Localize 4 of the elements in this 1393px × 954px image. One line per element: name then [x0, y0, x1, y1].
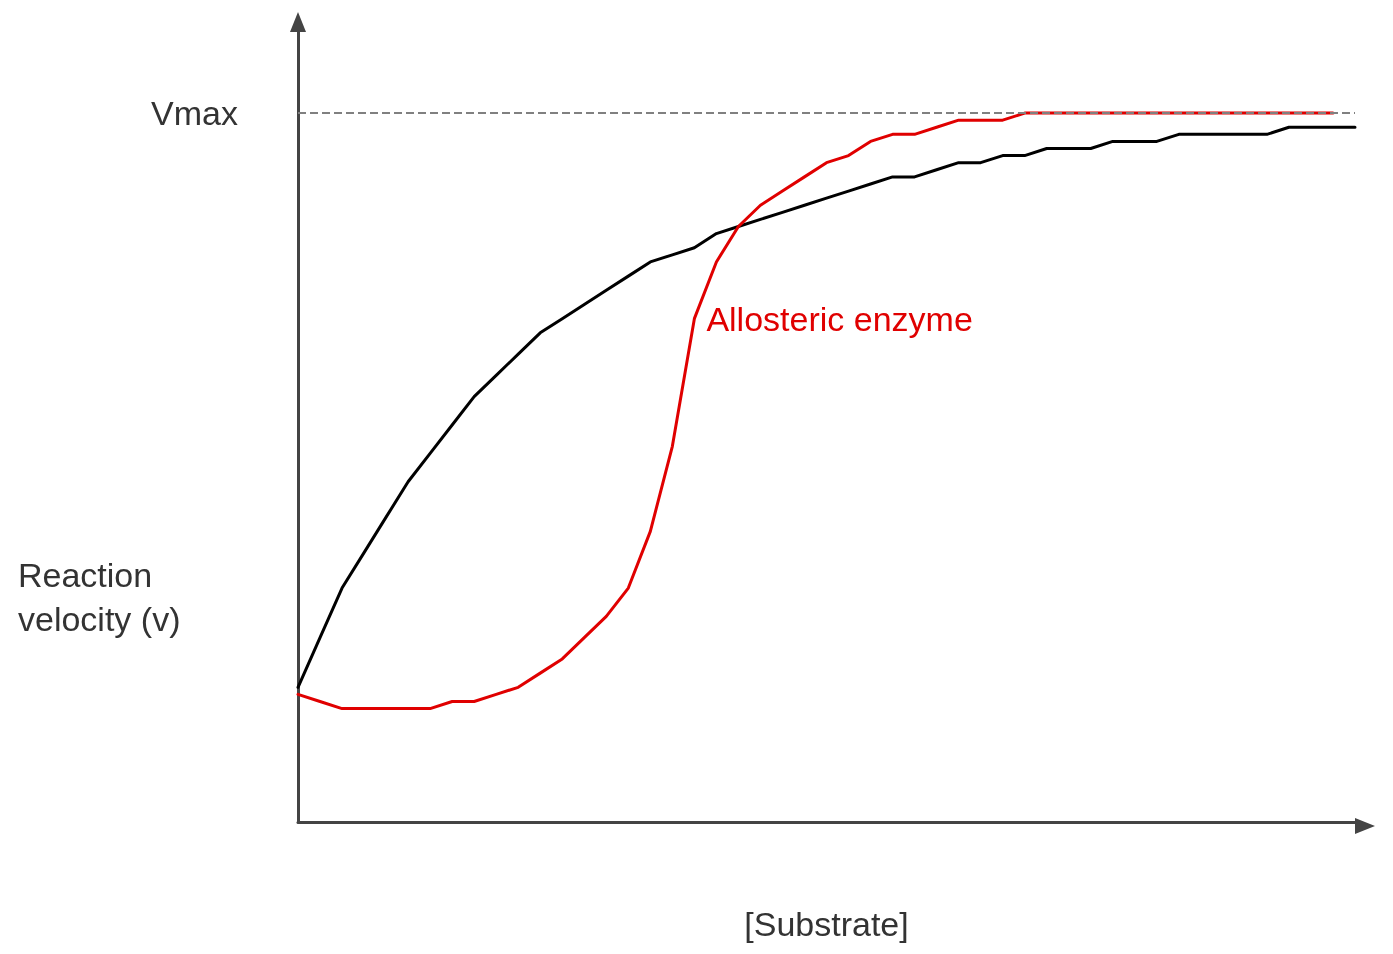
series-label: Allosteric enzyme	[706, 299, 973, 338]
x-axis-title: [Substrate]	[744, 905, 909, 943]
ref-line-label: Vmax	[151, 94, 238, 133]
y-axis-title: Reaction velocity (v)	[18, 556, 181, 638]
